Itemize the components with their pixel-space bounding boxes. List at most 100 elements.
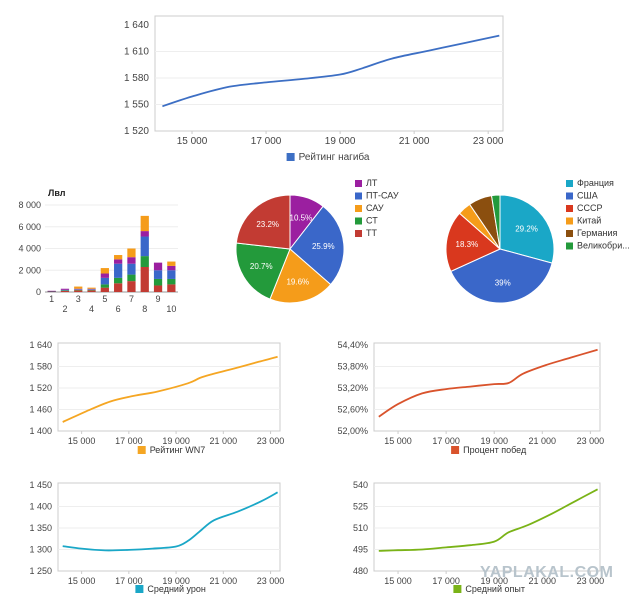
bar-segment bbox=[127, 281, 136, 292]
bar-segment bbox=[114, 255, 123, 260]
y-tick-label: 1 300 bbox=[29, 545, 52, 555]
slice-label: 20.7% bbox=[250, 262, 273, 271]
x-tick-label: 23 000 bbox=[577, 436, 605, 446]
legend-label: Рейтинг нагиба bbox=[299, 151, 370, 163]
y-tick-label: 525 bbox=[353, 502, 368, 512]
x-tick-label: 21 000 bbox=[210, 436, 238, 446]
legend-swatch bbox=[137, 446, 146, 454]
x-tick-label: 8 bbox=[142, 304, 147, 314]
x-tick-label: 19 000 bbox=[325, 136, 356, 147]
y-tick-label: 1 400 bbox=[29, 426, 52, 436]
bar-segment bbox=[60, 290, 70, 292]
bar-segment bbox=[100, 273, 109, 278]
x-tick-label: 19 000 bbox=[162, 576, 190, 586]
legend-label: Франция bbox=[577, 178, 614, 188]
slice-label: 18.3% bbox=[456, 240, 479, 249]
y-tick-label: 1 640 bbox=[29, 340, 52, 350]
bar-segment bbox=[87, 288, 96, 290]
y-tick-label: 1 610 bbox=[124, 47, 149, 58]
plot-frame bbox=[154, 15, 504, 132]
plot-frame bbox=[373, 342, 601, 432]
damage-chart: 1 250 1 300 1 350 1 400 1 450 15 000 17 000 19 … bbox=[29, 480, 284, 594]
wn7-chart: 1 400 1 460 1 520 1 580 1 640 15 000 17 000 19 … bbox=[29, 340, 284, 455]
bar-segment bbox=[127, 263, 136, 275]
legend-label: Великобри... bbox=[577, 241, 630, 251]
y-tick-label: 1 350 bbox=[29, 523, 52, 533]
pie-slice bbox=[450, 248, 553, 304]
pie-slice bbox=[235, 242, 291, 300]
plot-frame bbox=[57, 342, 281, 432]
legend-label: Китай bbox=[577, 216, 601, 226]
bar-segment bbox=[100, 287, 109, 292]
legend-label: ПТ-САУ bbox=[366, 191, 399, 201]
series-line bbox=[378, 348, 598, 418]
y-tick-label: 2 000 bbox=[18, 265, 41, 275]
y-tick-label: 8 000 bbox=[18, 200, 41, 210]
y-tick-label: 1 400 bbox=[29, 502, 52, 512]
x-tick-label: 17 000 bbox=[432, 576, 460, 586]
y-tick-label: 4 000 bbox=[18, 244, 41, 254]
x-tick-label: 3 bbox=[76, 294, 81, 304]
x-tick-label: 21 000 bbox=[529, 576, 557, 586]
x-tick-label: 21 000 bbox=[399, 136, 430, 147]
x-tick-label: 15 000 bbox=[384, 436, 412, 446]
y-tick-label: 53,80% bbox=[337, 362, 368, 372]
legend-label: Германия bbox=[577, 228, 617, 238]
y-tick-label: 1 250 bbox=[29, 566, 52, 576]
bar-segment bbox=[74, 289, 83, 290]
level-bar-chart: Лвл 0 2 000 4 000 6 000 8 000 1 3 5 7 9 2 4 6 8 10 bbox=[18, 188, 178, 314]
series-line bbox=[62, 355, 278, 423]
watermark-text: YAPLAKAL.COM bbox=[480, 564, 613, 581]
exp-chart: 480 495 510 525 540 15 000 17 000 19 000 21 000 2… bbox=[353, 480, 604, 594]
legend-label: СТ bbox=[366, 216, 378, 226]
legend-swatch bbox=[566, 230, 573, 237]
y-tick-label: 0 bbox=[36, 287, 41, 297]
x-tick-label: 23 000 bbox=[577, 576, 605, 586]
y-tick-label: 510 bbox=[353, 523, 368, 533]
y-tick-label: 1 450 bbox=[29, 480, 52, 490]
bar-segment bbox=[74, 289, 83, 291]
y-tick-label: 1 460 bbox=[29, 405, 52, 415]
legend-label: ТТ bbox=[366, 228, 377, 238]
x-tick-label: 21 000 bbox=[210, 576, 238, 586]
winrate-chart: 52,00% 52,60% 53,20% 53,80% 54,40% 15 000 17 0… bbox=[337, 340, 604, 455]
slice-label: 29.2% bbox=[515, 225, 538, 234]
bar-segment bbox=[167, 270, 176, 279]
legend-swatch bbox=[355, 205, 362, 212]
bar-segment bbox=[74, 286, 83, 289]
y-tick-label: 52,00% bbox=[337, 426, 368, 436]
x-tick-label: 23 000 bbox=[473, 136, 504, 147]
x-tick-label: 10 bbox=[166, 304, 176, 314]
bar-segment bbox=[127, 248, 136, 258]
y-tick-label: 52,60% bbox=[337, 405, 368, 415]
pie-slice bbox=[289, 205, 345, 286]
plot-frame bbox=[373, 482, 601, 572]
bar-segment bbox=[87, 287, 96, 289]
legend-swatch bbox=[566, 205, 573, 212]
legend-label: СССР bbox=[577, 203, 603, 213]
y-tick-label: 1 580 bbox=[29, 362, 52, 372]
plot-frame bbox=[57, 482, 281, 572]
y-tick-label: 53,20% bbox=[337, 383, 368, 393]
slice-label: 25.9% bbox=[312, 242, 335, 251]
y-tick-label: 6 000 bbox=[18, 222, 41, 232]
slice-label: 23.2% bbox=[256, 220, 279, 229]
bar-segment bbox=[140, 231, 149, 237]
nation-pie-chart: 29.2% 39% 18.3% Франция США СССР Китай Германия… bbox=[445, 178, 630, 304]
legend-swatch bbox=[566, 217, 573, 225]
x-tick-label: 17 000 bbox=[432, 436, 460, 446]
bar-segment bbox=[74, 288, 83, 290]
x-tick-label: 17 000 bbox=[115, 436, 143, 446]
x-tick-label: 6 bbox=[116, 304, 121, 314]
bar-segment bbox=[100, 284, 109, 288]
pie-slice bbox=[490, 194, 501, 250]
y-tick-label: 540 bbox=[353, 480, 368, 490]
bar-segment bbox=[100, 277, 109, 285]
x-tick-label: 9 bbox=[156, 294, 161, 304]
bar-segment bbox=[140, 256, 149, 267]
x-tick-label: 5 bbox=[102, 294, 107, 304]
bar-segment bbox=[100, 268, 109, 274]
legend-swatch bbox=[566, 180, 573, 187]
bar-segment bbox=[87, 289, 96, 291]
